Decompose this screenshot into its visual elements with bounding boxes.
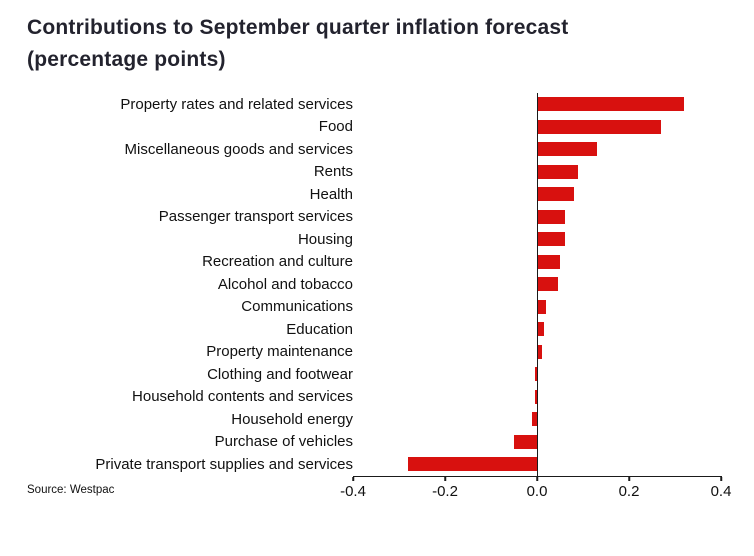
category-label: Alcohol and tobacco [217, 275, 353, 293]
row-plot-area [353, 386, 721, 409]
x-tick-mark [352, 477, 354, 481]
row-plot-area [353, 273, 721, 296]
category-label: Clothing and footwear [207, 365, 353, 383]
x-tick-mark [628, 477, 630, 481]
category-label: Household energy [231, 410, 353, 428]
row-plot-area [353, 363, 721, 386]
category-label: Communications [241, 298, 353, 316]
chart-row: Health [0, 183, 754, 206]
chart-row: Purchase of vehicles [0, 431, 754, 454]
x-tick-label: 0.2 [618, 483, 640, 500]
source-note: Source: Westpac [27, 484, 115, 496]
zero-axis-line [536, 93, 538, 476]
chart-row: Property rates and related services [0, 93, 754, 116]
row-plot-area [353, 453, 721, 476]
chart-title-line2: (percentage points) [27, 48, 226, 71]
category-label: Property rates and related services [120, 95, 353, 113]
chart-row: Alcohol and tobacco [0, 273, 754, 296]
category-label: Property maintenance [206, 343, 353, 361]
row-plot-area [353, 116, 721, 139]
x-tick-mark [720, 477, 722, 481]
chart-row: Clothing and footwear [0, 363, 754, 386]
category-label: Household contents and services [132, 388, 353, 406]
category-label: Rents [313, 163, 353, 181]
row-plot-area [353, 183, 721, 206]
row-plot-area [353, 228, 721, 251]
x-tick-label: 0.4 [710, 483, 732, 500]
chart-row: Food [0, 116, 754, 139]
row-plot-area [353, 161, 721, 184]
x-tick-label: -0.2 [432, 483, 458, 500]
chart-title: Contributions to September quarter infla… [27, 12, 568, 76]
bar [537, 254, 560, 269]
bar [408, 457, 537, 472]
bar [537, 164, 579, 179]
category-label: Private transport supplies and services [95, 455, 353, 473]
category-label: Health [309, 185, 353, 203]
bar [537, 232, 565, 247]
bar [537, 97, 685, 112]
chart-row: Rents [0, 161, 754, 184]
category-label: Purchase of vehicles [214, 433, 353, 451]
bar [537, 209, 565, 224]
row-plot-area [353, 318, 721, 341]
category-label: Passenger transport services [158, 208, 353, 226]
category-label: Miscellaneous goods and services [124, 140, 353, 158]
bar [537, 187, 574, 202]
x-tick-mark [444, 477, 446, 481]
row-plot-area [353, 408, 721, 431]
chart-row: Recreation and culture [0, 251, 754, 274]
chart-row: Household energy [0, 408, 754, 431]
chart-row: Private transport supplies and services [0, 453, 754, 476]
chart-title-line1: Contributions to September quarter infla… [27, 16, 569, 39]
x-tick-label: 0.0 [526, 483, 548, 500]
bar [532, 412, 537, 427]
category-label: Housing [297, 230, 353, 248]
x-tick-mark [536, 477, 538, 481]
category-label: Food [318, 118, 353, 136]
chart-row: Household contents and services [0, 386, 754, 409]
bar [537, 344, 542, 359]
chart-row: Education [0, 318, 754, 341]
row-plot-area [353, 431, 721, 454]
row-plot-area [353, 296, 721, 319]
bar [537, 299, 547, 314]
row-plot-area [353, 341, 721, 364]
x-axis-ticks: -0.4 -0.2 0.0 0.2 0.4 [340, 477, 731, 507]
chart-row: Property maintenance [0, 341, 754, 364]
chart-rows: Property rates and related services Food M… [0, 93, 754, 476]
chart-row: Communications [0, 296, 754, 319]
bar [537, 277, 558, 292]
chart-row: Housing [0, 228, 754, 251]
category-label: Education [286, 320, 353, 338]
bar [537, 322, 544, 337]
row-plot-area [353, 251, 721, 274]
row-plot-area [353, 206, 721, 229]
bar [537, 119, 662, 134]
bar [537, 142, 597, 157]
x-tick-label: -0.4 [340, 483, 366, 500]
bar [514, 434, 537, 449]
x-axis-line [353, 475, 722, 477]
chart-row: Miscellaneous goods and services [0, 138, 754, 161]
row-plot-area [353, 138, 721, 161]
bar [534, 367, 537, 382]
bar [534, 389, 537, 404]
row-plot-area [353, 93, 721, 116]
category-label: Recreation and culture [202, 253, 353, 271]
chart-row: Passenger transport services [0, 206, 754, 229]
